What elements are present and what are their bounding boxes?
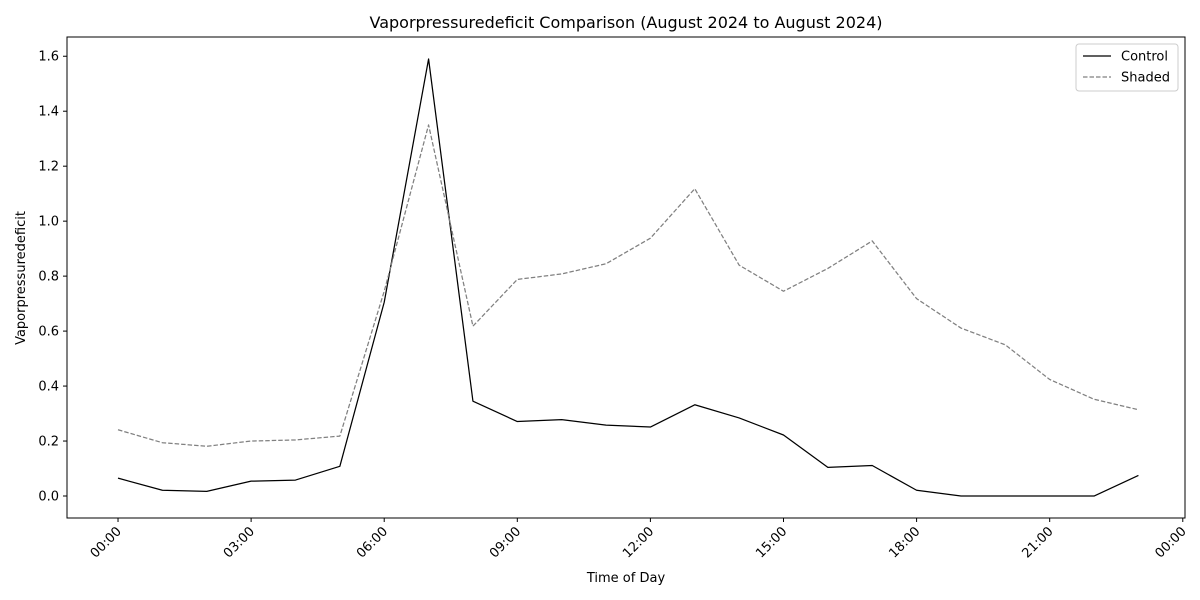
y-axis-label: Vaporpressuredeficit bbox=[14, 211, 29, 345]
y-tick-label: 1.6 bbox=[38, 50, 59, 65]
x-axis-label: Time of Day bbox=[586, 571, 666, 586]
y-tick-label: 1.0 bbox=[38, 215, 59, 230]
series-line-control bbox=[117, 58, 1139, 497]
legend-label-control: Control bbox=[1121, 50, 1168, 65]
plot-area bbox=[117, 58, 1139, 497]
y-tick-label: 0.8 bbox=[38, 270, 59, 285]
y-tick-label: 0.6 bbox=[38, 325, 59, 340]
legend-label-shaded: Shaded bbox=[1121, 71, 1170, 86]
chart-title: Vaporpressuredeficit Comparison (August … bbox=[369, 13, 882, 32]
y-tick-label: 0.0 bbox=[38, 490, 59, 505]
series-line-shaded bbox=[117, 124, 1139, 447]
y-tick-label: 0.4 bbox=[38, 380, 59, 395]
y-tick-label: 1.2 bbox=[38, 160, 59, 175]
y-tick-label: 1.4 bbox=[38, 105, 59, 120]
y-tick-label: 0.2 bbox=[38, 435, 59, 450]
axes-frame bbox=[66, 36, 1186, 519]
legend: Control Shaded bbox=[1075, 43, 1179, 92]
